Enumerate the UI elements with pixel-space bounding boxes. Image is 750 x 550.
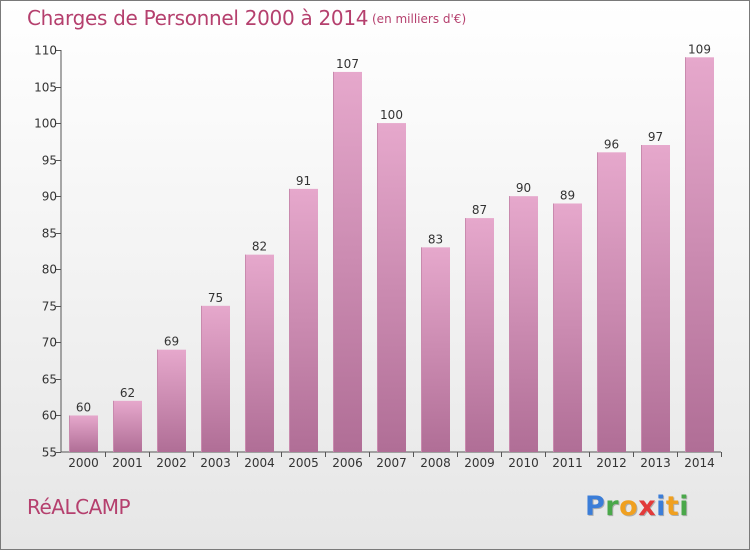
bar <box>113 400 142 452</box>
logo-letter: t <box>665 491 680 522</box>
bar <box>421 247 450 452</box>
x-tick-label: 2009 <box>464 456 495 470</box>
data-label: 107 <box>336 57 359 71</box>
x-tick-label: 2007 <box>376 456 407 470</box>
data-label: 83 <box>428 232 443 246</box>
y-tick-label: 70 <box>42 336 57 350</box>
y-tick-label: 95 <box>42 154 57 168</box>
x-tick-label: 2001 <box>112 456 143 470</box>
chart-labels: 2000 60 2001 62 2002 69 2003 75 2004 82 2005 91 2006… <box>68 42 715 470</box>
chart-bars <box>69 57 714 453</box>
data-label: 87 <box>472 203 487 217</box>
x-tick-label: 2014 <box>684 456 715 470</box>
data-label: 91 <box>296 174 311 188</box>
data-label: 97 <box>648 130 663 144</box>
chart-subtitle: (en milliers d'€) <box>372 12 467 26</box>
x-tick-label: 2012 <box>596 456 627 470</box>
y-tick-label: 60 <box>42 409 57 423</box>
y-tick-label: 110 <box>34 44 57 58</box>
data-label: 100 <box>380 108 403 122</box>
x-tick-label: 2013 <box>640 456 671 470</box>
data-label: 89 <box>560 188 575 202</box>
y-tick-label: 105 <box>34 81 57 95</box>
data-label: 90 <box>516 181 531 195</box>
data-label: 82 <box>252 240 267 254</box>
bar <box>377 123 406 452</box>
y-tick-label: 90 <box>42 190 57 204</box>
data-label: 75 <box>208 291 223 305</box>
y-tick-label: 80 <box>42 263 57 277</box>
y-tick-label: 55 <box>42 446 57 460</box>
logo-letter: i <box>656 491 666 522</box>
logo-letter: P <box>585 491 606 522</box>
y-tick-label: 100 <box>34 117 57 131</box>
x-tick-label: 2008 <box>420 456 451 470</box>
data-label: 62 <box>120 386 135 400</box>
data-label: 109 <box>688 42 711 56</box>
bar <box>157 349 186 452</box>
commune-name: RéALCAMP <box>27 495 131 519</box>
data-label: 69 <box>164 335 179 349</box>
logo-letter: i <box>679 491 690 522</box>
x-tick-label: 2010 <box>508 456 539 470</box>
chart-title: Charges de Personnel 2000 à 2014 <box>27 6 369 30</box>
y-tick-label: 85 <box>42 227 57 241</box>
bar <box>509 196 538 452</box>
x-tick-label: 2002 <box>156 456 187 470</box>
y-tick-label: 65 <box>42 373 57 387</box>
bar <box>69 415 98 452</box>
x-tick-label: 2004 <box>244 456 275 470</box>
bar <box>685 57 714 453</box>
x-tick-label: 2011 <box>552 456 583 470</box>
bar <box>597 152 626 452</box>
bar <box>245 254 274 452</box>
x-tick-label: 2003 <box>200 456 231 470</box>
data-label: 60 <box>76 400 91 414</box>
bar <box>553 203 582 452</box>
bar <box>641 145 670 452</box>
x-tick-label: 2006 <box>332 456 363 470</box>
y-tick-label: 75 <box>42 300 57 314</box>
data-label: 96 <box>604 137 619 151</box>
proxiti-logo[interactable]: Proxiti <box>585 491 689 522</box>
bar <box>201 305 230 452</box>
logo-letter: x <box>638 491 657 522</box>
logo-letter: o <box>619 491 639 522</box>
bar <box>289 188 318 452</box>
chart-axes: 55 60 65 70 75 80 85 90 95 100 105 110 <box>34 44 722 460</box>
bar <box>465 218 494 452</box>
bar <box>333 71 362 452</box>
logo-letter: r <box>605 491 620 522</box>
x-tick-label: 2005 <box>288 456 319 470</box>
x-tick-label: 2000 <box>68 456 99 470</box>
